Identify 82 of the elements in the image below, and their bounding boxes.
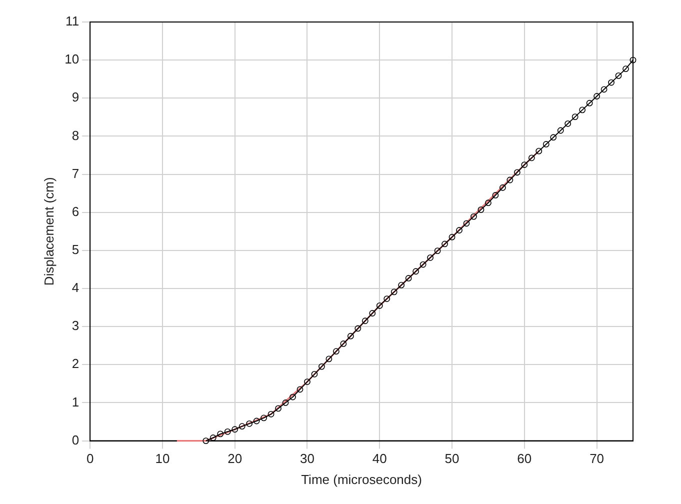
point [514, 169, 520, 176]
point [332, 348, 340, 355]
point [296, 386, 304, 393]
point [442, 240, 448, 248]
point [536, 148, 542, 154]
x-tick-label: 0 [86, 451, 94, 466]
x-tick-label: 30 [300, 451, 314, 466]
point [557, 127, 564, 134]
point [369, 310, 376, 316]
point [354, 325, 362, 332]
y-tick-label: 1 [72, 394, 80, 410]
y-tick-label: 2 [72, 356, 80, 372]
y-tick-label: 5 [72, 242, 80, 258]
point [550, 134, 557, 141]
point [528, 154, 535, 162]
x-tick-label: 40 [372, 451, 387, 466]
point [398, 282, 405, 288]
point [210, 434, 216, 441]
x-tick-label: 10 [155, 451, 170, 466]
point [485, 200, 492, 206]
point [326, 356, 332, 362]
y-tick-label: 7 [72, 166, 80, 181]
point [594, 93, 600, 100]
point [448, 234, 456, 240]
point [347, 332, 354, 340]
y-tick-label: 6 [72, 204, 80, 219]
point [456, 227, 462, 234]
point [217, 430, 224, 438]
point [579, 106, 586, 114]
y-tick-label: 10 [64, 52, 80, 67]
point [224, 428, 231, 435]
y-tick-label: 9 [72, 90, 80, 105]
point [499, 184, 506, 191]
point [586, 100, 593, 106]
point [232, 426, 238, 433]
x-tick-label: 70 [590, 451, 604, 466]
point [542, 141, 550, 148]
point [238, 423, 246, 430]
point [311, 370, 318, 378]
point [318, 363, 325, 370]
point [202, 438, 210, 444]
point [622, 66, 629, 72]
point [572, 114, 578, 120]
point [463, 220, 470, 227]
y-tick-label: 4 [72, 280, 80, 296]
point [340, 340, 347, 347]
point [282, 400, 289, 406]
point [260, 414, 267, 422]
point [275, 405, 282, 412]
point [630, 56, 636, 64]
y-axis-title: Displacement (cm) [41, 177, 56, 286]
point [412, 268, 420, 275]
point [615, 72, 622, 79]
point [564, 120, 572, 127]
point [362, 318, 368, 324]
point [253, 418, 260, 424]
point [427, 254, 434, 261]
x-tick-label: 50 [444, 451, 460, 466]
point [478, 206, 484, 213]
point [405, 275, 412, 282]
point [470, 213, 477, 220]
point [390, 288, 398, 296]
point [384, 296, 390, 302]
x-tick-label: 60 [517, 451, 532, 466]
y-tick-label: 0 [72, 432, 80, 448]
y-tick-label: 3 [72, 318, 80, 334]
x-tick-label: 20 [228, 451, 242, 466]
point [268, 410, 274, 418]
point [376, 302, 383, 309]
point [600, 86, 608, 93]
y-tick-label: 8 [72, 128, 80, 143]
point [492, 192, 499, 198]
point [434, 248, 441, 254]
point [420, 261, 426, 268]
point [608, 79, 614, 86]
y-tick-label: 11 [66, 14, 80, 29]
point [521, 162, 528, 168]
point [506, 176, 514, 184]
point [246, 420, 253, 427]
point [290, 394, 296, 400]
point [304, 378, 310, 385]
x-axis-title: Time (microseconds) [301, 472, 422, 487]
